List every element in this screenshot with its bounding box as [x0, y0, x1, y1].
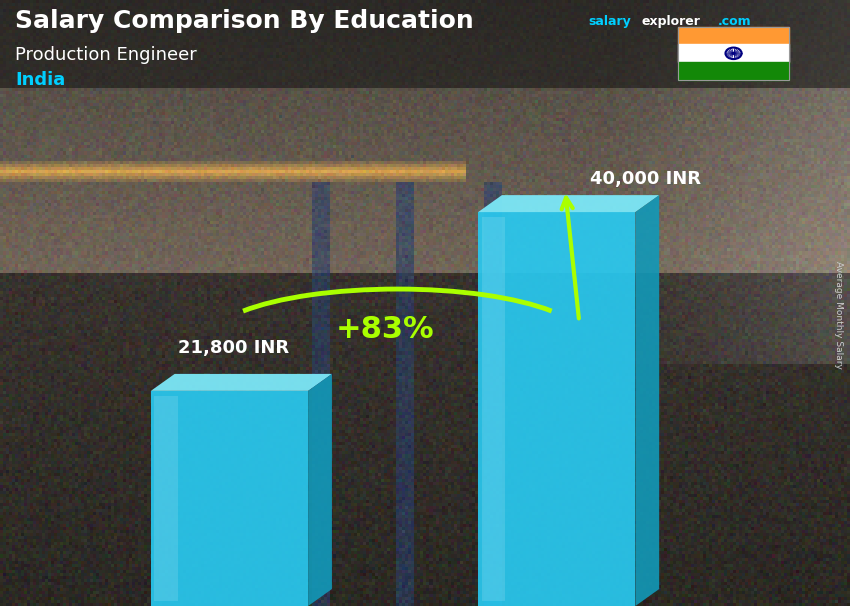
- Polygon shape: [481, 217, 505, 601]
- Text: +83%: +83%: [335, 315, 434, 344]
- Text: Average Monthly Salary: Average Monthly Salary: [835, 261, 843, 369]
- Circle shape: [733, 53, 734, 54]
- Polygon shape: [155, 396, 178, 601]
- Polygon shape: [308, 374, 332, 606]
- Bar: [0, 0, 850, 88]
- Text: Salary Comparison By Education: Salary Comparison By Education: [15, 9, 474, 33]
- Polygon shape: [151, 374, 332, 391]
- Polygon shape: [478, 195, 659, 212]
- Bar: [678, 27, 789, 80]
- Text: explorer: explorer: [642, 15, 700, 28]
- Text: 40,000 INR: 40,000 INR: [591, 170, 701, 188]
- Text: 21,800 INR: 21,800 INR: [178, 339, 289, 358]
- Bar: [678, 44, 789, 62]
- Text: .com: .com: [717, 15, 751, 28]
- Text: Production Engineer: Production Engineer: [15, 45, 197, 64]
- Polygon shape: [635, 195, 659, 606]
- Text: India: India: [15, 71, 65, 89]
- Bar: [678, 62, 789, 80]
- Text: salary: salary: [588, 15, 631, 28]
- Bar: [678, 27, 789, 44]
- Polygon shape: [151, 391, 308, 606]
- Polygon shape: [478, 212, 635, 606]
